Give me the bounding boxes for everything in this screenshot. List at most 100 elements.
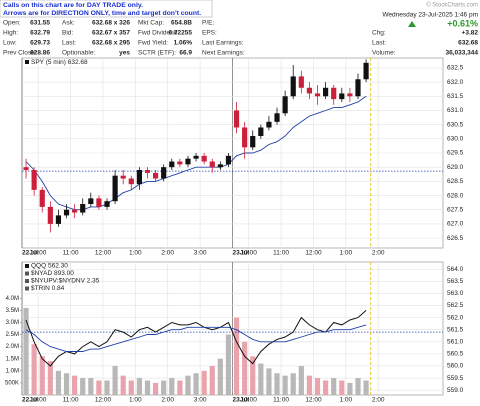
y2-tick-label: 561.0 (447, 339, 464, 346)
volume-bar (47, 361, 53, 395)
quote-label: High: (3, 30, 18, 37)
candle-body (225, 155, 232, 165)
candle-body (355, 79, 361, 97)
candle-body (144, 170, 151, 173)
volume-bar (250, 356, 256, 395)
quote-label: Fwd Yield: (138, 40, 168, 47)
quote-label: EPS: (202, 30, 217, 37)
candle-body (161, 167, 167, 179)
quote-value: 1.06% (174, 40, 193, 47)
quote-label: Fwd Dividend: (138, 30, 179, 37)
quote-label: SCTR (ETF): (138, 50, 176, 57)
x-tick-label: 10:00 (30, 397, 47, 404)
candle-body (55, 215, 62, 224)
candle-body (47, 206, 53, 224)
x-tick-label: 2:00 (372, 397, 385, 404)
volume-bar (55, 370, 62, 395)
candle-body (274, 113, 280, 122)
volume-bar (323, 380, 329, 395)
y-tick-label: 626.5 (447, 235, 464, 242)
moving-average (25, 324, 367, 352)
legend-icon (25, 286, 29, 291)
up-arrow (408, 21, 416, 27)
quote-value: 629.73 (30, 40, 50, 47)
candle-body (250, 135, 256, 148)
x-tick-label: 22Jul (22, 250, 39, 257)
volume-bar (306, 375, 313, 395)
x-tick-label: 11:00 (63, 397, 79, 404)
legend-icon (25, 60, 29, 64)
y2-tick-label: 563.0 (447, 290, 464, 297)
volume-bar (258, 363, 264, 395)
quote-value: 631.55 (30, 20, 50, 27)
candle-body (209, 161, 215, 168)
candle-body (80, 204, 86, 213)
volume-bar (363, 380, 369, 395)
volume-bar (282, 375, 288, 395)
y2-tick-label: 560.0 (447, 363, 464, 370)
quote-value: 632.67 x 357 (92, 30, 130, 37)
volume-bar (80, 378, 86, 395)
quote-label: Last: (62, 40, 76, 47)
volume-bar (233, 317, 240, 395)
quote-label: Next Earnings: (202, 50, 245, 57)
quote-label: Prev Close: (3, 50, 37, 57)
candle-body (23, 167, 29, 171)
candle-body (290, 76, 296, 97)
volume-bar (104, 380, 110, 395)
candle-body (88, 198, 94, 205)
quote-value: 632.79 (30, 30, 50, 37)
y-tick-label: 632.5 (447, 65, 464, 72)
y2-tick-label: 559.0 (447, 387, 464, 394)
candle-body (314, 93, 321, 97)
volume-bar (242, 341, 248, 395)
candle-body (169, 161, 175, 168)
x-tick-label: 1:00 (129, 250, 142, 257)
x-tick-label: 10:00 (30, 250, 47, 257)
x-tick-label: 10:00 (241, 250, 258, 257)
candle-body (128, 178, 134, 185)
x-tick-label: 1:00 (340, 397, 353, 404)
candle-body (266, 121, 272, 128)
quote-value: 66.9 (179, 50, 192, 57)
volume-bar (144, 380, 151, 395)
candle-body (258, 127, 264, 136)
y2-tick-label: 564.0 (447, 266, 464, 273)
volume-bar (23, 307, 29, 395)
y-tick-label: 629.5 (447, 150, 464, 157)
x-tick-label: 1:00 (340, 250, 353, 257)
volume-bar (39, 356, 45, 395)
volume-bar (339, 380, 345, 395)
legend-label: $TRIN 0.84 (31, 285, 65, 292)
y-tick-label: 4.0M (6, 296, 19, 302)
y-tick-label: 630.5 (447, 121, 464, 128)
candle-body (120, 175, 126, 179)
candle-body (152, 172, 159, 179)
x-tick-label: 1:00 (129, 397, 142, 404)
x-tick-label: 3:00 (194, 397, 207, 404)
legend-icon (25, 271, 29, 276)
y2-tick-label: 562.5 (447, 302, 464, 309)
volume-bar (274, 373, 280, 395)
summary-value: 36,033,344 (445, 50, 478, 57)
candle-body (193, 155, 199, 159)
candle-body (217, 164, 223, 168)
x-tick-label: 11:00 (273, 397, 289, 404)
volume-bar (355, 378, 361, 395)
x-tick-label: 11:00 (273, 250, 289, 257)
volume-bar (185, 375, 191, 395)
x-tick-label: 10:00 (241, 397, 258, 404)
volume-bar (290, 373, 296, 395)
volume-bar (169, 378, 175, 395)
summary-label: Last: (372, 40, 386, 47)
x-tick-label: 12:00 (305, 250, 322, 257)
quote-value: yes (119, 50, 130, 57)
y-tick-label: 629.0 (447, 164, 464, 171)
candle-body (298, 76, 304, 88)
volume-bar (266, 368, 272, 395)
x-tick-label: 11:00 (63, 250, 79, 257)
quote-label: P/E: (202, 20, 214, 27)
y-tick-label: 628.0 (447, 192, 464, 199)
y-tick-label: 1.5M (6, 356, 19, 362)
volume-bar (161, 380, 167, 395)
